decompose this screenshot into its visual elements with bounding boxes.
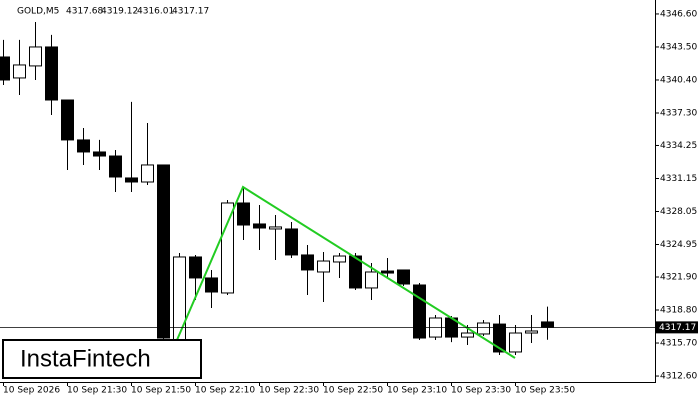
y-tick-label: 4321.90 (660, 272, 697, 282)
candle-body (461, 332, 474, 338)
candle-body (301, 254, 314, 271)
candle-body (125, 177, 138, 183)
x-tick-label: 10 Sep 21:30 (67, 386, 127, 396)
candle-body (413, 284, 426, 339)
y-tick-label: 4334.25 (660, 141, 697, 151)
pattern-line (176, 185, 516, 359)
x-tick-label: 10 Sep 2026 (3, 386, 60, 396)
candle-body (0, 56, 10, 81)
current-price-box (656, 321, 698, 334)
symbol-label: GOLD,M5 (17, 7, 59, 17)
candle-body (365, 271, 378, 289)
candle-body (221, 202, 234, 294)
x-tick-label: 10 Sep 22:50 (323, 386, 383, 396)
candle-body (13, 64, 26, 79)
x-tick-label: 10 Sep 23:30 (451, 386, 511, 396)
x-tick-label: 10 Sep 23:50 (515, 386, 575, 396)
candle-body (237, 202, 250, 226)
candle-body (381, 270, 394, 274)
watermark: InstaFintech (20, 345, 151, 372)
candle-body (541, 321, 554, 328)
candle-body (93, 151, 106, 157)
candle-body (317, 260, 330, 273)
header-low: 4316.01 (137, 7, 174, 17)
candle-body (253, 223, 266, 229)
candle-body (141, 164, 154, 183)
x-tick-label: 10 Sep 23:10 (387, 386, 447, 396)
candle-body (29, 46, 42, 67)
header-close: 4317.17 (172, 7, 209, 17)
candle-body (285, 228, 298, 256)
candle-body (509, 332, 522, 353)
candle-body (189, 256, 202, 279)
candle-body (525, 330, 538, 334)
candle-body (109, 155, 122, 178)
candle-body (61, 99, 74, 141)
header-open: 4317.68 (66, 7, 103, 17)
y-tick-label: 4343.50 (660, 42, 697, 52)
candle-body (349, 255, 362, 289)
candle-body (269, 226, 282, 230)
candle-body (45, 46, 58, 101)
candle-body (477, 322, 490, 335)
header-high: 4319.12 (101, 7, 138, 17)
candle-body (205, 277, 218, 293)
y-tick-label: 4324.95 (660, 240, 697, 250)
x-tick-label: 10 Sep 21:50 (131, 386, 191, 396)
x-tick-label: 10 Sep 22:10 (195, 386, 255, 396)
candle-body (77, 139, 90, 153)
candle-body (397, 269, 410, 285)
y-tick-label: 4315.70 (660, 339, 697, 349)
candle-body (157, 164, 170, 339)
y-tick-label: 4312.60 (660, 372, 697, 382)
candle-body (493, 323, 506, 353)
y-tick-label: 4318.80 (660, 306, 697, 316)
candle-body (333, 255, 346, 263)
current-price-label: 4317.17 (659, 323, 696, 333)
y-tick-label: 4328.05 (660, 207, 697, 217)
watermark-box (2, 339, 202, 379)
pattern-lines (176, 185, 516, 359)
y-tick-label: 4331.15 (660, 174, 697, 184)
y-tick-label: 4346.60 (660, 9, 697, 19)
y-tick-label: 4337.30 (660, 108, 697, 118)
y-tick-label: 4340.40 (660, 75, 697, 85)
x-tick-label: 10 Sep 22:30 (259, 386, 319, 396)
